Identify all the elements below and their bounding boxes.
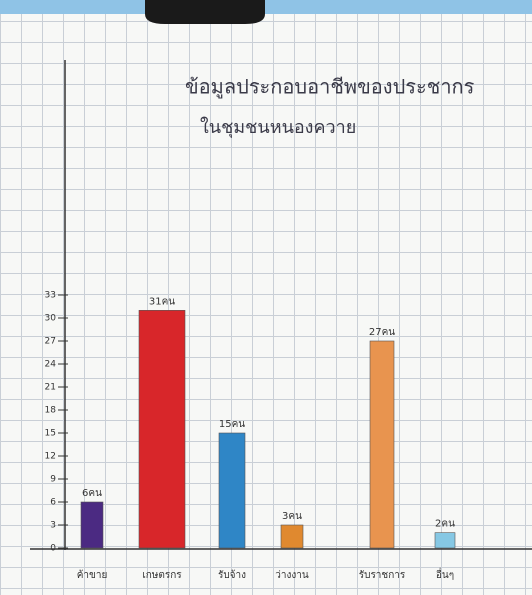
value-label: 3คน: [282, 511, 302, 522]
y-tick-label: 33: [45, 291, 56, 301]
bar: [218, 432, 246, 549]
x-tick-label: อื่นๆ: [436, 567, 454, 581]
bar: [80, 501, 104, 549]
bar: [138, 310, 186, 549]
x-tick-label: ค้าขาย: [77, 569, 108, 581]
y-tick-label: 24: [45, 360, 57, 370]
bar: [369, 340, 395, 549]
value-label: 6คน: [82, 488, 102, 499]
bar: [434, 532, 456, 549]
y-tick-label: 15: [45, 429, 56, 439]
y-tick-label: 0: [50, 544, 56, 554]
chart-subtitle: ในชุมชนหนองควาย: [200, 116, 356, 138]
top-decoration: [145, 0, 265, 24]
y-tick-label: 30: [45, 314, 57, 324]
top-strip: [0, 0, 532, 14]
value-label: 15คน: [219, 419, 245, 430]
y-tick-label: 9: [50, 475, 56, 485]
value-label: 27คน: [369, 327, 395, 338]
x-tick-label: รับราชการ: [359, 570, 406, 581]
bar: [280, 524, 304, 549]
x-tick-label: เกษตรกร: [142, 570, 182, 581]
value-label: 31คน: [149, 296, 175, 307]
y-tick-label: 3: [50, 521, 56, 531]
x-tick-label: ว่างงาน: [275, 570, 309, 581]
y-tick-label: 21: [45, 383, 56, 393]
x-tick-label: รับจ้าง: [218, 569, 246, 581]
chart-title: ข้อมูลประกอบอาชีพของประชากร: [185, 75, 475, 100]
value-label: 2คน: [435, 519, 455, 530]
y-tick-label: 27: [45, 337, 56, 347]
y-tick-label: 18: [45, 406, 57, 416]
y-tick-label: 6: [50, 498, 56, 508]
y-tick-label: 12: [45, 452, 56, 462]
